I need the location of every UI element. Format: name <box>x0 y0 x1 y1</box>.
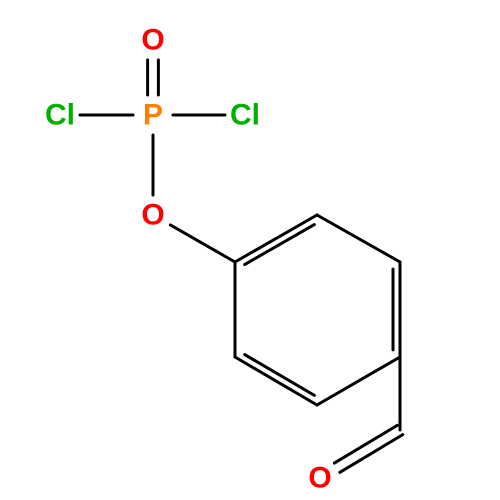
atom-o: O <box>308 462 331 495</box>
bond <box>245 225 315 265</box>
atom-o: O <box>141 199 164 232</box>
bond <box>170 225 235 262</box>
bond <box>245 355 315 396</box>
atom-o: O <box>141 24 164 57</box>
bond <box>235 215 317 262</box>
atom-cl: Cl <box>230 99 260 132</box>
atom-cl: Cl <box>45 99 75 132</box>
bond <box>317 215 400 262</box>
molecule-diagram: O Cl P Cl O O <box>0 0 500 500</box>
bond <box>317 357 400 405</box>
atom-p: P <box>143 99 163 132</box>
bond <box>235 357 317 405</box>
